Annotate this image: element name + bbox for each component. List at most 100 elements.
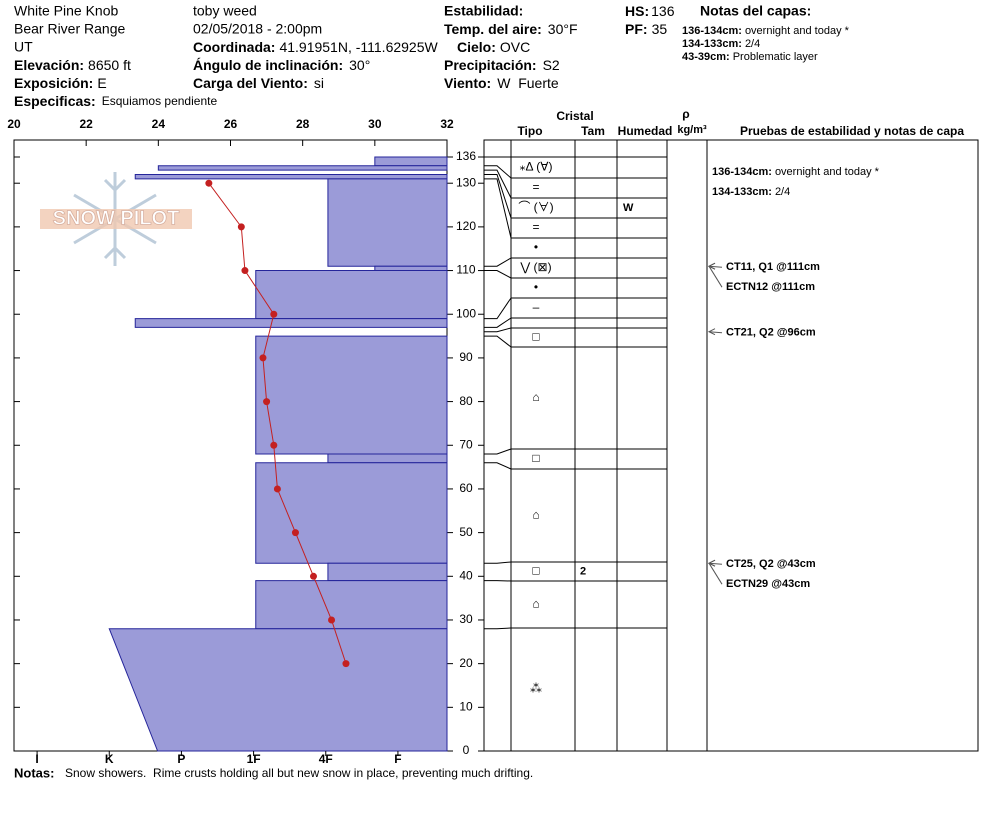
note-depth: 136-134cm: — [682, 25, 742, 37]
field: Exposición: E — [14, 75, 107, 91]
test-arrow — [708, 331, 723, 334]
test-arrow — [708, 562, 723, 585]
layer-note: 134-133cm: 2/4 — [682, 38, 760, 50]
depth-tick-label: 90 — [459, 350, 473, 364]
logo-band — [40, 209, 192, 229]
test-label: CT25, Q2 @43cm — [726, 558, 816, 570]
note-text: Problematic layer — [733, 51, 818, 63]
temp-tick-label: 26 — [224, 117, 238, 131]
layer-connector — [484, 173, 512, 219]
value: S2 — [543, 57, 560, 73]
layer-connector — [484, 317, 512, 328]
depth-tick-label: 70 — [459, 437, 473, 451]
hardness-tick-label: P — [177, 752, 185, 766]
test-arrow — [708, 265, 723, 268]
grain-type: ⁎Δ (∀) — [520, 160, 553, 174]
field: Especificas: Esquiamos pendiente — [14, 93, 217, 109]
hardness-layer — [327, 453, 448, 464]
moisture: W — [623, 202, 634, 214]
value: 136 — [651, 3, 675, 19]
test-label: CT21, Q2 @96cm — [726, 327, 816, 339]
hardness-layer — [327, 178, 448, 267]
grain-type: ⌒ (∀) — [518, 200, 553, 214]
value: Esquiamos pendiente — [102, 94, 218, 108]
header-size: Tam — [581, 124, 605, 138]
value: 30°F — [548, 21, 578, 37]
layer-note: 136-134cm: overnight and today * — [712, 166, 880, 178]
value: OVC — [500, 39, 530, 55]
field: Carga del Viento: si — [193, 75, 324, 91]
layer-connector — [484, 257, 512, 267]
grain-type: = — [532, 180, 539, 194]
field: PF: 35 — [625, 21, 667, 37]
value: 30° — [349, 57, 370, 73]
hardness-layer — [374, 265, 448, 272]
temp-point — [291, 529, 299, 537]
label: Cielo: — [457, 39, 496, 55]
test-label: ECTN29 @43cm — [726, 578, 810, 590]
label: Estabilidad: — [444, 3, 523, 19]
temp-tick-label: 22 — [79, 117, 93, 131]
note-depth: 136-134cm: — [712, 166, 772, 178]
field: Ángulo de inclinación: 30° — [193, 57, 370, 73]
hardness-layer — [255, 335, 448, 455]
note-depth: 134-133cm: — [712, 186, 772, 198]
site: White Pine Knob — [14, 3, 118, 19]
hardness-tick-label: 4F — [319, 752, 333, 766]
layer-connector — [484, 169, 512, 199]
value: 35 — [652, 21, 668, 37]
label: HS: — [625, 3, 649, 19]
temp-point — [270, 310, 278, 318]
temp-point — [273, 485, 281, 493]
layer-connector — [484, 561, 512, 564]
hardness-layers — [108, 156, 448, 752]
depth-tick-label: 30 — [459, 612, 473, 626]
temp-line — [208, 182, 347, 664]
state: UT — [14, 39, 33, 55]
layer-connector — [484, 627, 512, 630]
note-text: 2/4 — [775, 186, 790, 198]
label: Coordinada: — [193, 39, 275, 55]
temp-point — [205, 179, 213, 187]
layer-connector — [484, 462, 512, 470]
test-arrow — [708, 265, 723, 288]
arrow-head — [707, 328, 716, 336]
grain-type: □ — [532, 451, 539, 465]
value: 8650 ft — [88, 57, 131, 73]
note-depth: 43-39cm: — [682, 51, 730, 63]
grain-type: □ — [532, 330, 539, 344]
label: Viento: — [444, 75, 491, 91]
hardness-layer — [255, 580, 448, 630]
arrow-head — [707, 262, 716, 270]
temp-point — [259, 354, 267, 362]
depth-tick-label: 50 — [459, 525, 473, 539]
label: Especificas: — [14, 93, 96, 109]
label: Temp. del aire: — [444, 21, 542, 37]
grain-type: ⌂ — [532, 597, 539, 611]
layer-connector — [484, 448, 512, 455]
field: Elevación: 8650 ft — [14, 57, 131, 73]
header-tests: Pruebas de estabilidad y notas de capa — [740, 124, 964, 138]
hardness-layer — [157, 165, 448, 171]
header-rho: ρ — [682, 107, 689, 121]
grain-type: ⋁ (⊠) — [519, 260, 551, 274]
hardness-layer — [327, 562, 448, 582]
depth-tick-label: 120 — [456, 219, 476, 233]
depth-tick-label: 100 — [456, 306, 476, 320]
hardness-layer — [255, 270, 448, 320]
temp-tick-label: 24 — [152, 117, 166, 131]
layer-connector — [484, 270, 512, 279]
depth-tick-label: 20 — [459, 656, 473, 670]
note-depth: 134-133cm: — [682, 38, 742, 50]
header-crystal: Cristal — [556, 109, 593, 123]
hardness-layer — [134, 173, 448, 180]
hardness-layer — [255, 462, 448, 564]
label: Elevación: — [14, 57, 84, 73]
temp-tick-label: 32 — [440, 117, 454, 131]
field: Viento: W Fuerte — [444, 75, 559, 91]
range: Bear River Range — [14, 21, 125, 37]
value: 41.91951N, -111.62925W — [279, 39, 438, 55]
observer: toby weed — [193, 3, 257, 19]
layer-connector — [484, 297, 512, 320]
